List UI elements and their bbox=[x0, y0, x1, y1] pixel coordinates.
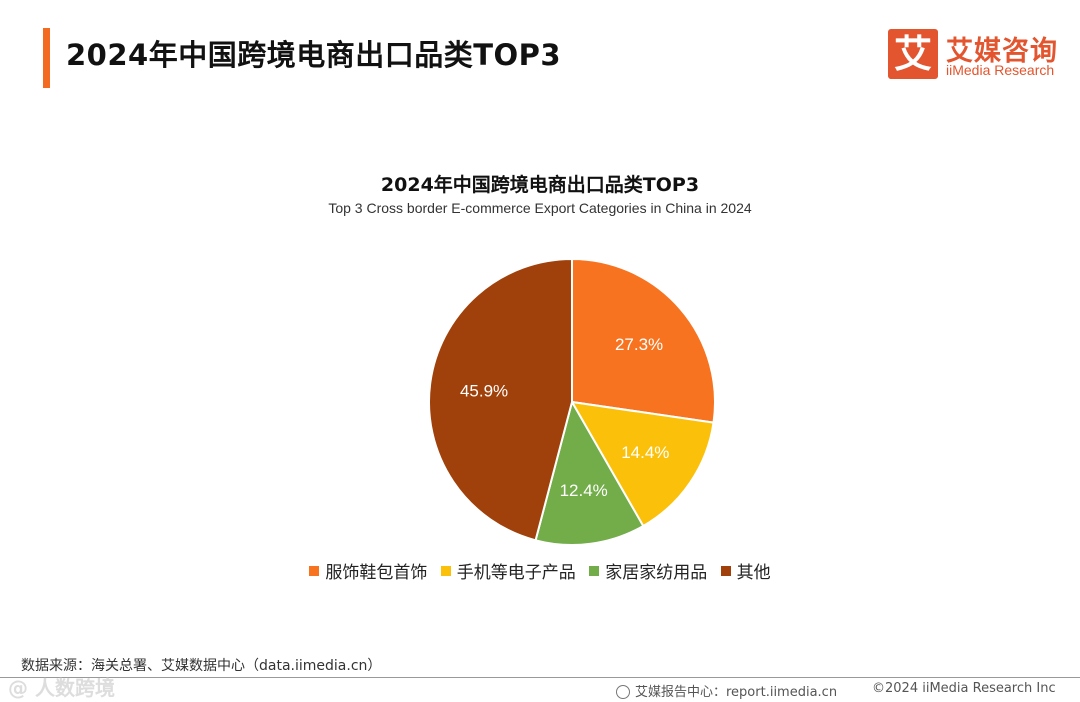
brand-logo: 艾 艾媒咨询 iiMedia Research bbox=[886, 29, 1066, 81]
report-center: 艾媒报告中心：report.iimedia.cn bbox=[616, 681, 837, 700]
slice-label: 14.4% bbox=[621, 443, 669, 462]
legend-item: 手机等电子产品 bbox=[440, 558, 576, 583]
legend-label: 家居家纺用品 bbox=[605, 563, 708, 583]
logo-name-cn: 艾媒咨询 bbox=[946, 36, 1058, 67]
globe-icon bbox=[616, 684, 630, 699]
legend-label: 服饰鞋包首饰 bbox=[325, 563, 428, 583]
pie-slice bbox=[571, 257, 716, 424]
legend-swatch bbox=[720, 566, 731, 576]
slice-label: 12.4% bbox=[560, 481, 608, 500]
report-center-text: 艾媒报告中心：report.iimedia.cn bbox=[635, 685, 838, 700]
chart-title: 2024年中国跨境电商出口品类TOP3 bbox=[380, 174, 700, 196]
data-source-note: 数据来源：海关总署、艾媒数据中心（data.iimedia.cn） bbox=[21, 658, 382, 674]
legend-item: 其他 bbox=[720, 558, 771, 583]
footer-divider bbox=[0, 677, 1080, 678]
pie-slice bbox=[570, 400, 715, 528]
legend-swatch bbox=[589, 566, 600, 576]
logo-name-en: iiMedia Research bbox=[946, 62, 1055, 78]
slice-label: 45.9% bbox=[460, 382, 508, 401]
legend-swatch bbox=[440, 566, 451, 576]
chart-legend: 服饰鞋包首饰 手机等电子产品 家居家纺用品 其他 bbox=[0, 558, 1080, 583]
pie-slice bbox=[428, 257, 573, 542]
title-accent-bar bbox=[43, 28, 50, 88]
logo-mark: 艾 bbox=[888, 29, 938, 79]
legend-label: 手机等电子产品 bbox=[456, 563, 576, 583]
pie-slice bbox=[534, 399, 645, 546]
legend-swatch bbox=[309, 566, 320, 576]
legend-label: 其他 bbox=[736, 563, 771, 583]
legend-item: 家居家纺用品 bbox=[589, 558, 707, 583]
page-title: 2024年中国跨境电商出口品类TOP3 bbox=[66, 38, 562, 72]
legend-item: 服饰鞋包首饰 bbox=[309, 558, 427, 583]
slice-label: 27.3% bbox=[615, 335, 663, 354]
watermark: @ 人数跨境 bbox=[8, 676, 115, 700]
chart-subtitle: Top 3 Cross border E-commerce Export Cat… bbox=[328, 200, 752, 216]
copyright: ©2024 iiMedia Research Inc bbox=[872, 681, 1056, 696]
